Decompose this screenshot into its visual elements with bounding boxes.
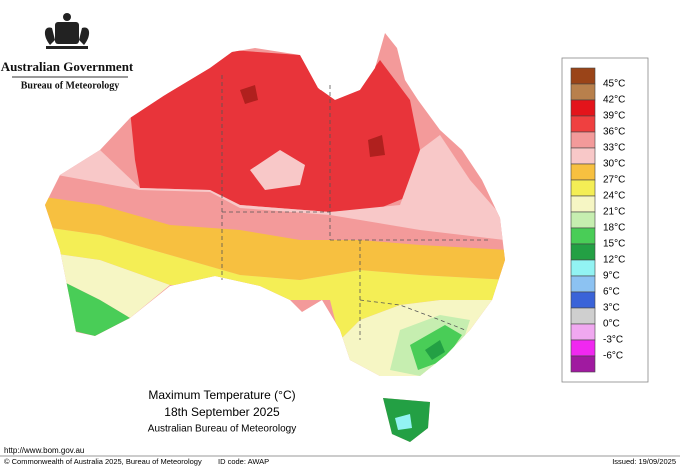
legend-label: 21°C (603, 207, 625, 218)
legend-label: 33°C (603, 143, 625, 154)
legend-swatch (570, 147, 596, 165)
legend-swatch (570, 355, 596, 373)
map-title: Maximum Temperature (°C) (148, 388, 295, 402)
government: Australian Government (1, 59, 134, 74)
legend-label: 12°C (603, 255, 625, 266)
legend-swatch (570, 275, 596, 293)
footer-url: http://www.bom.gov.au (4, 446, 84, 455)
legend-swatch (570, 163, 596, 181)
legend: 45°C 42°C 39°C 36°C 33°C 30°C 27°C 24°C 21°C 18°C… (561, 57, 649, 383)
legend-label: 18°C (603, 223, 625, 234)
legend-swatch (570, 227, 596, 245)
agency: Bureau of Meteorology (21, 80, 120, 91)
legend-label: 9°C (603, 271, 620, 282)
legend-label: 6°C (603, 287, 620, 298)
legend-label: 36°C (603, 127, 625, 138)
legend-swatch (570, 323, 596, 341)
legend-swatch (570, 83, 596, 101)
legend-swatch (570, 131, 596, 149)
legend-swatch (570, 115, 596, 133)
legend-label: 0°C (603, 319, 620, 330)
legend-swatch (570, 339, 596, 357)
map-source: Australian Bureau of Meteorology (148, 424, 296, 435)
footer-issued: Issued: 19/09/2025 (612, 457, 676, 466)
legend-label: -6°C (603, 351, 623, 362)
footer-id: ID code: AWAP (218, 457, 269, 466)
crest (44, 13, 90, 49)
legend-label: 42°C (603, 95, 625, 106)
legend-label: 3°C (603, 303, 620, 314)
legend-swatch (570, 99, 596, 117)
legend-swatch (570, 291, 596, 309)
legend-label: 30°C (603, 159, 625, 170)
legend-swatch (570, 211, 596, 229)
legend-label: 15°C (603, 239, 625, 250)
legend-label: 45°C (603, 79, 625, 90)
map-date: 18th September 2025 (164, 405, 280, 419)
legend-swatch (570, 179, 596, 197)
legend-swatch (570, 243, 596, 261)
legend-label: 39°C (603, 111, 625, 122)
legend-label: 24°C (603, 191, 625, 202)
state-borders (221, 75, 490, 340)
legend-swatch (570, 307, 596, 325)
legend-label: 27°C (603, 175, 625, 186)
legend-frame (561, 57, 649, 383)
legend-swatch (570, 67, 596, 85)
legend-swatch (570, 259, 596, 277)
legend-swatch (570, 195, 596, 213)
legend-label: -3°C (603, 335, 623, 346)
footer-copyright: © Commonwealth of Australia 2025, Bureau… (4, 457, 202, 466)
